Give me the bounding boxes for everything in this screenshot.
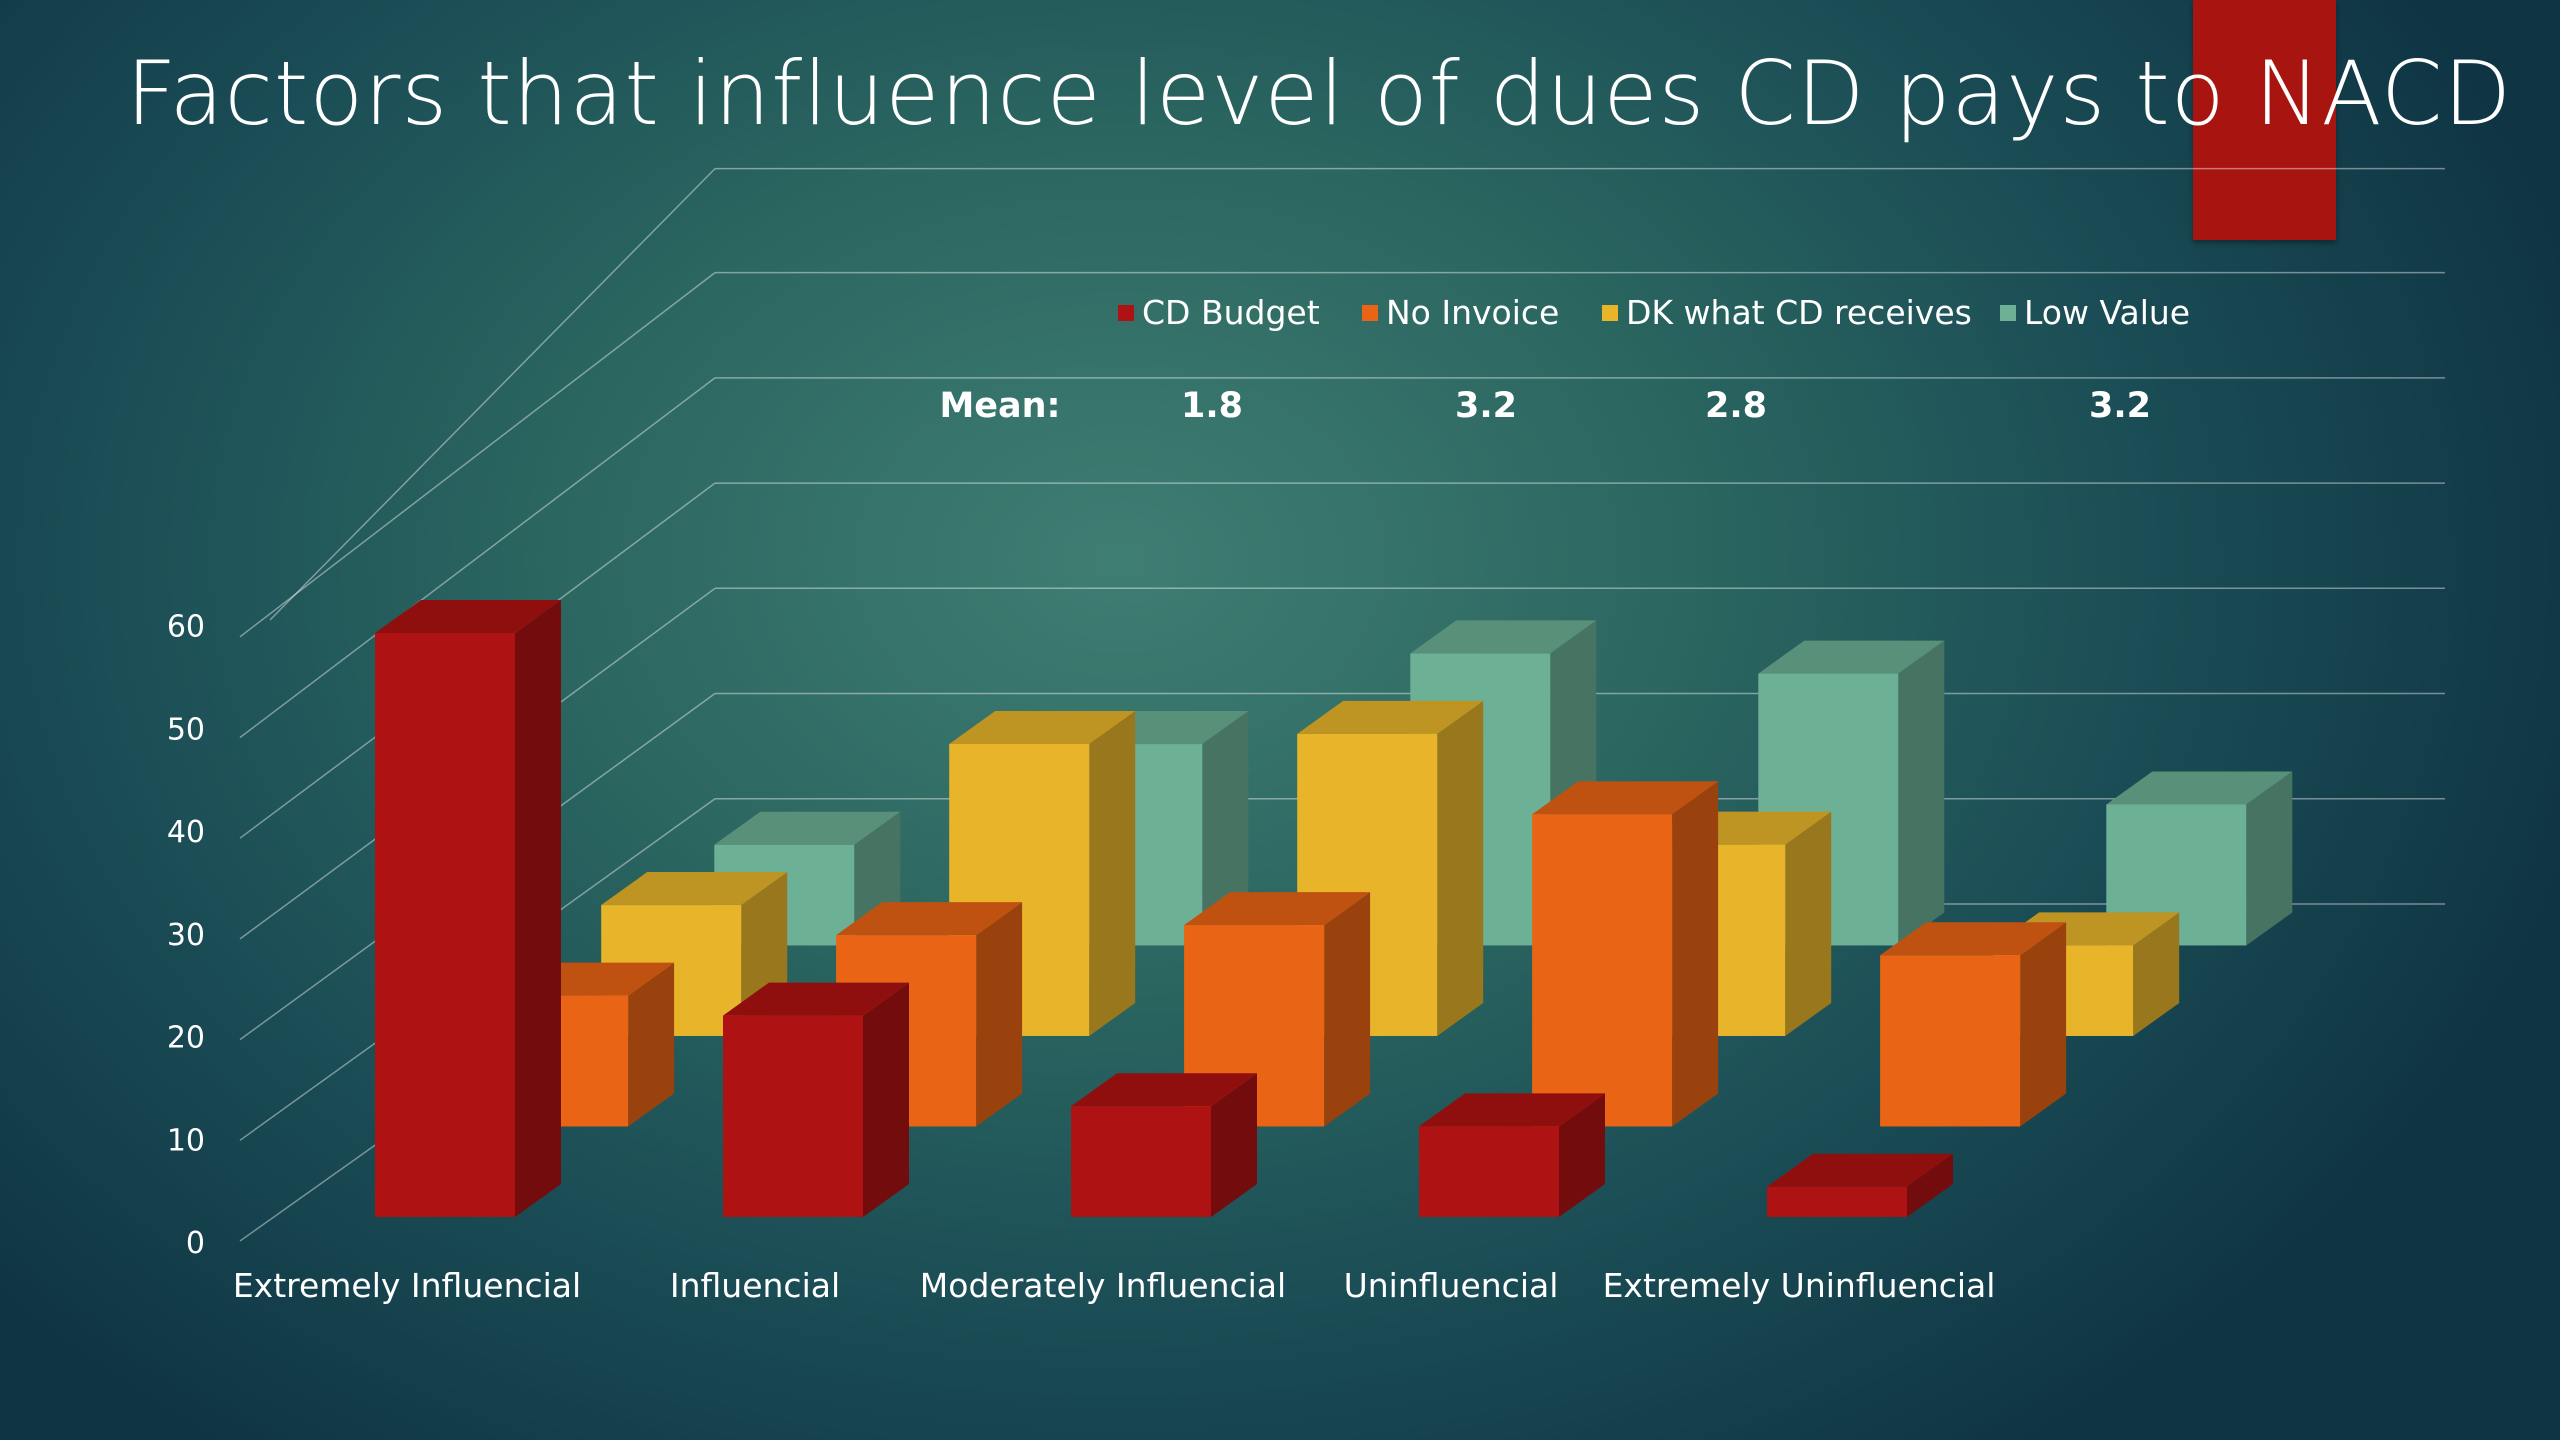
gridline-diagonal: [269, 168, 716, 621]
mean-value: 2.8: [1705, 386, 1767, 426]
bar-top: [723, 982, 909, 1016]
bar-top: [1767, 1153, 1953, 1187]
y-tick-label: 0: [186, 1226, 205, 1261]
bar-side: [1785, 811, 1832, 1036]
x-category-label: Influencial: [670, 1266, 840, 1305]
axes: 0 10 20 30 40 50 60 Extremely Influencial Influe…: [167, 610, 1996, 1305]
bar: [1419, 1093, 1605, 1217]
y-tick-label: 20: [167, 1021, 205, 1056]
bar: [1532, 781, 1719, 1127]
bar-side: [1324, 892, 1371, 1127]
bar-front: [1071, 1106, 1211, 1217]
mean-label: Mean:: [939, 386, 1060, 426]
x-category-label: Moderately Influencial: [920, 1266, 1286, 1305]
bar-side: [2246, 771, 2293, 946]
bar-side: [1437, 700, 1484, 1036]
mean-value: 1.8: [1181, 386, 1243, 426]
mean-value: 3.2: [1455, 386, 1517, 426]
x-category-label: Extremely Uninfluencial: [1603, 1266, 1996, 1305]
gridline-diagonal: [239, 377, 716, 739]
legend-label: DK what CD receives: [1626, 293, 1972, 332]
bar-top: [1419, 1093, 1605, 1127]
legend-label: No Invoice: [1386, 293, 1559, 332]
bar-side: [515, 599, 561, 1217]
y-tick-label: 10: [167, 1123, 205, 1158]
legend-swatch: [1118, 305, 1134, 321]
bar-front: [723, 1015, 863, 1217]
bar-front: [1880, 955, 2021, 1127]
bar: [1767, 1153, 1953, 1217]
bar-top: [1758, 640, 1945, 674]
bar-side: [1559, 1093, 1605, 1217]
bar-side: [1672, 781, 1719, 1127]
y-tick-label: 60: [167, 610, 205, 645]
bar-top: [1532, 781, 1719, 815]
y-tick-label: 30: [167, 918, 205, 953]
bar-top: [601, 872, 788, 906]
bar-top: [1880, 922, 2067, 956]
x-category-label: Uninfluencial: [1344, 1266, 1559, 1305]
x-category-label: Extremely Influencial: [233, 1266, 581, 1305]
gridline-diagonal: [239, 272, 716, 638]
legend-swatch: [1602, 305, 1618, 321]
bar-front: [1767, 1186, 1907, 1217]
bar-side: [976, 902, 1023, 1127]
legend-swatch: [1362, 305, 1378, 321]
bar-top: [1297, 700, 1484, 734]
bar-front: [1532, 814, 1673, 1127]
bar: [723, 982, 909, 1217]
bars: [375, 599, 2293, 1217]
bar-side: [1089, 710, 1136, 1036]
bar: [1071, 1073, 1257, 1217]
bar-top: [1184, 892, 1371, 926]
y-tick-label: 40: [167, 815, 205, 850]
bar-top: [375, 599, 561, 633]
legend-label: CD Budget: [1142, 293, 1320, 332]
bar-top: [1410, 620, 1597, 654]
bar-side: [1211, 1073, 1257, 1217]
title-accent-bar: [2193, 0, 2336, 240]
bar-side: [1898, 640, 1945, 946]
bar-top: [1071, 1073, 1257, 1107]
legend: CD Budget No Invoice DK what CD receives Lo…: [1118, 293, 2190, 332]
bar-side: [2020, 922, 2067, 1127]
bar: [375, 599, 561, 1217]
legend-label: Low Value: [2024, 293, 2190, 332]
slide-title: Factors that influence level of dues CD …: [126, 42, 2513, 145]
bar-front: [1419, 1126, 1559, 1217]
mean-row: Mean: 1.8 3.2 2.8 3.2: [939, 386, 2151, 426]
bar-top: [2106, 771, 2293, 805]
bar-top: [714, 811, 901, 845]
bar: [1880, 922, 2067, 1127]
bar-side: [1907, 1153, 1953, 1217]
bar-top: [949, 710, 1136, 744]
bar-top: [836, 902, 1023, 936]
legend-swatch: [2000, 305, 2016, 321]
bar-side: [863, 982, 909, 1217]
bar-front: [375, 632, 515, 1217]
y-tick-label: 50: [167, 712, 205, 747]
bar-side: [2133, 912, 2180, 1036]
bar-side: [628, 962, 675, 1127]
bar: [2106, 771, 2293, 946]
bar-side: [1202, 711, 1249, 946]
mean-value: 3.2: [2089, 386, 2151, 426]
